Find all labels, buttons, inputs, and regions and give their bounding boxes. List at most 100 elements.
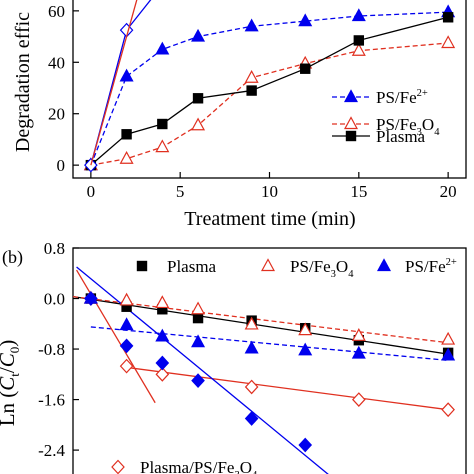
panel-b-data-point (155, 366, 170, 382)
panel-b-data-point (351, 345, 366, 359)
panel-b-data-point (441, 402, 455, 418)
panel-a-data-point (121, 129, 132, 140)
panel-a-ylabel: Degradation effic (12, 12, 34, 152)
panel-b-legend-label: PS/Fe3O4 (290, 257, 354, 280)
panel-b-data-point (244, 379, 259, 395)
panel-a-legend-marker (343, 116, 359, 130)
panel-b-data-point (192, 312, 204, 324)
panel-a-data-point (157, 118, 168, 130)
panel-b-ylabel-part: ) (0, 340, 19, 347)
panel-b-data-point (191, 373, 205, 389)
panel-b-ytick-label: -1.6 (38, 391, 65, 410)
panel-a-legend-marker (343, 89, 359, 103)
panel-a-data-point (351, 42, 366, 56)
panel-a-data-point (244, 69, 259, 83)
panel-a-ytick-label: 0 (57, 156, 66, 175)
panel-b-data-point (298, 342, 313, 356)
panel-a-data-point (442, 12, 454, 23)
panel-b-ylabel-part: t (7, 373, 22, 377)
panel-b-legend-marker (260, 258, 276, 272)
panel-b-legend-label-part: O (336, 257, 348, 276)
panel-a-data-point (441, 35, 456, 49)
panel-a-legend-label-part: PS/Fe (376, 115, 417, 134)
panel-a-legend-label-part: O (422, 115, 434, 134)
panel-a-legend-label: PS/Fe2+ (376, 88, 428, 107)
panel-b-data-point (351, 328, 366, 341)
panel-b-tag: (b) (2, 247, 23, 268)
panel-b-fit-line (73, 295, 449, 355)
panel-b-ylabel-part: Ln ( (0, 391, 19, 427)
panel-b-legend-marker (111, 459, 125, 474)
panel-b-data-point (244, 411, 259, 426)
panel-a-data-point (191, 28, 206, 42)
panel-b-data-point (155, 295, 170, 309)
panel-b-ylabel-part: C (0, 352, 19, 367)
panel-b-data-point (84, 291, 98, 306)
panel-a-xtick-label: 10 (261, 182, 278, 201)
panel-a-xtick-label: 20 (440, 182, 457, 201)
panel-b-ylabel-part: 0 (7, 347, 22, 354)
panel-b-legend-label-part: 4 (252, 470, 258, 474)
panel-a-data-point (155, 41, 170, 55)
panel-a-series-line (90, 11, 449, 166)
panel-b-ytick-label: -0.8 (38, 340, 65, 359)
panel-a-series-line (90, 16, 449, 166)
panel-b-data-point (352, 392, 366, 407)
panel-a-legend-marker (345, 130, 357, 142)
panel-b-data-point (155, 328, 170, 342)
panel-b-data-point (119, 317, 134, 331)
panel-b-data-point (298, 322, 313, 336)
panel-b-data-point (155, 355, 170, 371)
panel-a-xtick-label: 15 (350, 182, 367, 201)
panel-a-data-point (246, 85, 257, 96)
panel-b-ytick-label: 0.8 (44, 239, 65, 258)
panel-a-data-point (155, 139, 170, 153)
panel-b-data-point (119, 358, 134, 374)
panel-b-legend-label: PS/Fe2+ (405, 257, 457, 276)
panel-b-legend-label-part: 4 (348, 269, 354, 280)
panel-b-legend-marker (376, 258, 392, 272)
panel-b-data-point (191, 301, 206, 315)
panel-a-ytick-label: 20 (48, 105, 65, 124)
panel-b-legend-label-part: 2+ (446, 257, 457, 268)
panel-b-legend-label-part: Plasma (167, 257, 217, 276)
panel-b-fit-line (90, 326, 449, 362)
panel-b-fit-line (73, 295, 449, 344)
panel-b-ylabel: Ln (Ct/C0) (0, 340, 22, 427)
panel-a-legend-label-part: 3 (417, 127, 422, 138)
panel-a-xtick-label: 0 (87, 182, 96, 201)
panel-a-series-line (90, 42, 449, 166)
panel-a-series-line (90, 0, 138, 166)
panel-a-data-point (119, 68, 134, 82)
panel-b-data-point (298, 437, 313, 453)
panel-b-data-point (121, 301, 132, 312)
panel-b-ytick-label: -2.4 (38, 441, 65, 460)
panel-a-data-point (192, 93, 204, 104)
panel-a-ytick-label: 40 (48, 53, 65, 72)
panel-b-legend-label-part: PS/Fe (290, 257, 331, 276)
panel-a: 0 5 10 15 20 0 20 40 60 Degradation effic Treatm… (12, 0, 467, 230)
panel-b-fit-line (126, 366, 449, 411)
panel-a-xlabel: Treatment time (min) (184, 208, 355, 230)
panel-b-ticks: 0.8 0.0 -0.8 -1.6 -2.4 (38, 239, 79, 460)
panel-b-data-point (119, 292, 134, 306)
panel-b-data-point (157, 304, 168, 315)
panel-b-legend-label-part: Plasma/PS/Fe (140, 458, 234, 474)
panel-b-fit-line (76, 269, 156, 404)
panel-a-legend-label-part: Plasma (376, 127, 426, 146)
panel-a-data-point (300, 63, 311, 74)
panel-b-ylabel-part: / (0, 367, 19, 373)
panel-a-data-point (353, 35, 365, 46)
panel-a-data-point (244, 18, 259, 32)
panel-a-legend-label: Plasma (376, 127, 426, 146)
panel-a-xtick-label: 5 (176, 182, 185, 201)
panel-a-data-point (298, 13, 313, 27)
panel-b-data-point (244, 340, 259, 354)
panel-b-data-point (441, 331, 456, 345)
panel-b-ytick-label: 0.0 (44, 290, 65, 309)
panel-b-data-point (191, 334, 206, 348)
panel-a-data-point (351, 8, 366, 22)
panel-b-legend-label-part: 3 (331, 269, 336, 280)
